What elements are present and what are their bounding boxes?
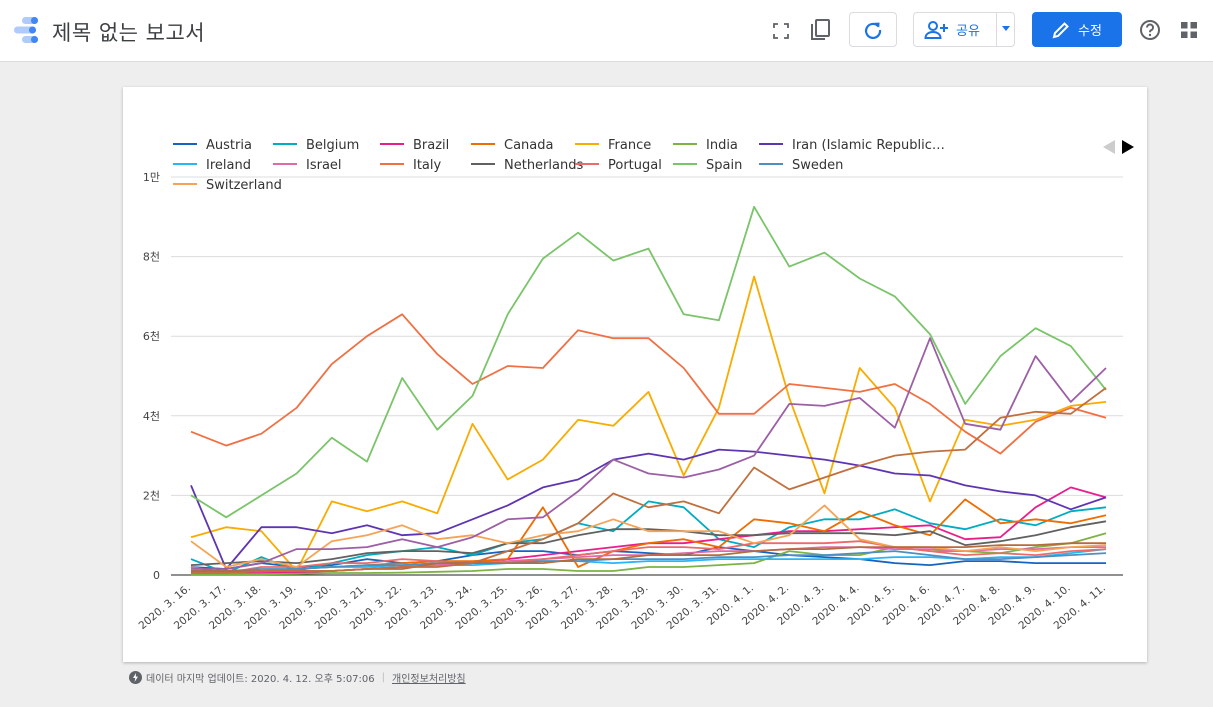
refresh-button[interactable] — [849, 12, 897, 47]
legend-next-arrow-icon[interactable] — [1122, 140, 1134, 154]
legend-label: Iran (Islamic Republic… — [792, 138, 945, 153]
series-line — [190, 540, 1107, 574]
share-button[interactable]: 공유 — [913, 12, 1015, 47]
last-updated-text: 데이터 마지막 업데이트: 2020. 4. 12. 오후 5:07:06 — [146, 674, 375, 685]
report-title[interactable]: 제목 없는 보고서 — [52, 21, 206, 45]
legend-label: Switzerland — [206, 178, 282, 193]
y-tick-label: 0 — [153, 569, 160, 582]
legend-label: Israel — [306, 158, 342, 173]
data-studio-logo[interactable] — [10, 15, 40, 45]
series-line — [191, 387, 1107, 574]
legend-label: Italy — [413, 158, 442, 173]
refresh-icon — [864, 22, 882, 39]
share-label: 공유 — [956, 24, 980, 39]
series-line — [190, 504, 1107, 568]
series-line — [191, 337, 1107, 570]
legend-label: Portugal — [608, 158, 662, 173]
legend-label: Austria — [206, 138, 252, 153]
footer: 데이터 마지막 업데이트: 2020. 4. 12. 오후 5:07:06 | … — [129, 670, 466, 685]
pencil-icon — [1052, 21, 1069, 38]
help-icon[interactable] — [1138, 18, 1162, 42]
y-tick-label: 1만 — [143, 171, 160, 184]
legend-label: Sweden — [792, 158, 843, 173]
legend-label: Netherlands — [504, 158, 583, 173]
series-line — [190, 205, 1107, 519]
series-line — [191, 550, 1107, 572]
y-tick-label: 2천 — [143, 488, 160, 502]
series-line — [190, 520, 1107, 566]
copy-report-icon[interactable] — [807, 16, 833, 44]
legend-label: Ireland — [206, 158, 251, 173]
bolt-icon — [129, 671, 142, 684]
y-tick-label: 4천 — [143, 409, 160, 423]
edit-button[interactable]: 수정 — [1032, 12, 1122, 47]
legend-label: India — [706, 138, 738, 153]
footer-divider: | — [381, 672, 386, 683]
report-canvas: 0 2천 4천 6천 8천 1만 2020. 3. 16. 2020. 3. 17. 2020.… — [123, 87, 1147, 662]
legend-label: Canada — [504, 138, 553, 153]
divider — [996, 13, 997, 46]
legend-label: Brazil — [413, 138, 449, 153]
legend-label: Spain — [706, 158, 742, 173]
fullscreen-icon[interactable] — [770, 20, 792, 42]
share-dropdown-arrow-icon[interactable] — [1002, 26, 1010, 31]
legend-label: Belgium — [306, 138, 359, 153]
series-line — [190, 275, 1107, 572]
privacy-link[interactable]: 개인정보처리방침 — [392, 674, 466, 685]
y-tick-label: 6천 — [143, 329, 160, 343]
series-line — [190, 500, 1107, 574]
y-tick-label: 8천 — [143, 250, 160, 264]
legend-label: France — [608, 138, 651, 153]
series-line — [190, 448, 1107, 570]
edit-label: 수정 — [1078, 24, 1102, 39]
series-line — [190, 313, 1107, 455]
apps-grid-icon[interactable] — [1178, 19, 1200, 41]
legend-prev-arrow-icon[interactable] — [1103, 140, 1115, 154]
add-person-icon — [924, 20, 948, 39]
top-bar: 제목 없는 보고서 공유 수정 — [0, 0, 1213, 62]
